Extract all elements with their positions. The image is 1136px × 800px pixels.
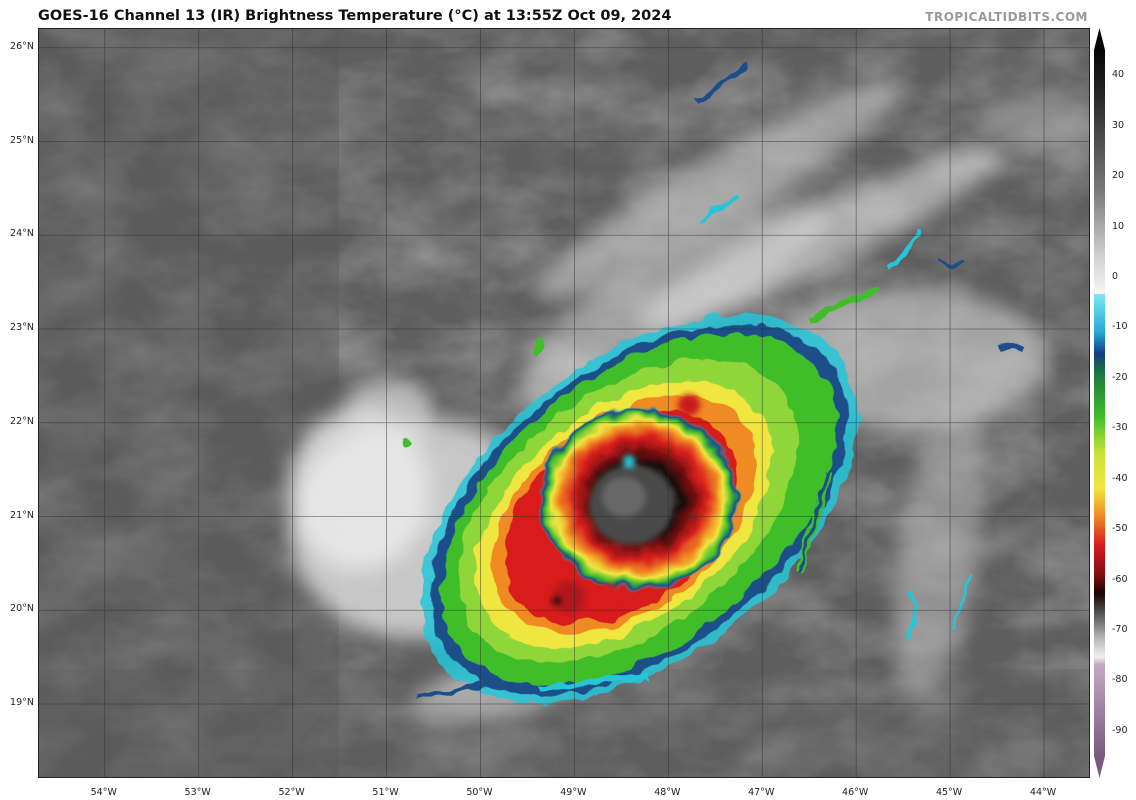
colorbar-tick-label: -90: [1112, 724, 1128, 736]
outer-rainbands: [405, 62, 1026, 702]
lon-tick-label: 49°W: [560, 787, 587, 798]
lat-tick-label: 24°N: [10, 228, 34, 240]
colorbar-tick-label: -20: [1112, 371, 1128, 383]
lat-tick-label: 19°N: [10, 697, 34, 708]
colorbar-tick-label: 0: [1112, 270, 1119, 282]
lat-tick-label: 26°N: [10, 40, 34, 52]
lon-tick-label: 45°W: [935, 787, 963, 798]
colorbar-tick-label: 20: [1112, 170, 1125, 182]
lon-tick-label: 47°W: [748, 787, 775, 798]
lon-tick-label: 52°W: [278, 787, 305, 798]
colorbar-tick-label: -40: [1112, 472, 1128, 484]
colorbar-tick-label: -10: [1112, 321, 1128, 333]
lat-tick-label: 23°N: [10, 322, 34, 333]
colorbar-tick-label: -30: [1112, 422, 1128, 434]
lat-tick-label: 22°N: [10, 415, 34, 427]
lon-tick-label: 50°W: [466, 787, 493, 798]
lat-lon-grid: [39, 29, 1089, 777]
satellite-map[interactable]: [38, 28, 1090, 778]
lat-tick-label: 25°N: [10, 134, 34, 146]
colorbar-tick-label: -80: [1112, 674, 1128, 686]
colorbar-tick-label: -70: [1112, 623, 1128, 635]
lon-tick-label: 53°W: [184, 787, 211, 798]
lon-tick-label: 48°W: [654, 787, 681, 798]
temperature-colorbar: [1094, 28, 1105, 778]
lon-tick-label: 44°W: [1029, 787, 1057, 798]
colorbar-tick-label: 30: [1112, 119, 1125, 131]
colorbar-tick-label: -50: [1112, 523, 1128, 535]
lat-tick-label: 20°N: [10, 603, 34, 615]
colorbar-tick-label: 10: [1112, 220, 1125, 232]
lon-tick-label: 46°W: [842, 787, 869, 798]
lat-tick-label: 21°N: [10, 509, 34, 521]
lon-tick-label: 54°W: [90, 787, 117, 798]
lon-tick-label: 51°W: [372, 787, 399, 798]
colorbar-tick-label: 40: [1112, 69, 1125, 81]
hurricane-eye: [589, 455, 673, 545]
site-credit: TROPICALTIDBITS.COM: [925, 10, 1088, 24]
colorbar-tick-label: -60: [1112, 573, 1128, 585]
map-title: GOES-16 Channel 13 (IR) Brightness Tempe…: [38, 8, 672, 24]
